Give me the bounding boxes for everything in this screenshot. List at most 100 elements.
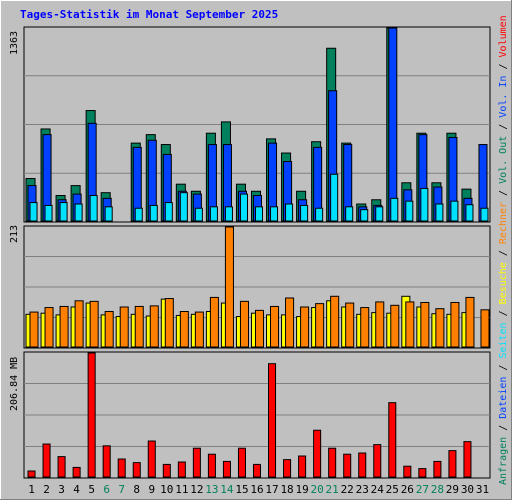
chart-panels [23,26,491,479]
bar-volume-volumen-day-26 [403,465,412,478]
bar-visits-rechner-day-9 [149,305,159,348]
bar-requests-seiten-day-19 [300,204,309,222]
bar-visits-rechner-day-30 [465,296,475,348]
bar-visits-rechner-day-21 [330,295,340,348]
bar-requests-seiten-day-23 [360,209,369,222]
day-label-16: 16 [250,483,263,496]
bar-visits-rechner-day-5 [89,300,99,348]
bar-requests-seiten-day-16 [254,206,264,222]
bar-visits-rechner-day-11 [179,311,189,348]
bar-requests-seiten-day-5 [89,195,98,222]
bar-volume-volumen-day-22 [343,453,352,478]
day-label-22: 22 [341,483,354,496]
day-label-13: 13 [205,483,218,496]
legend-part-2: Dateien [498,377,509,419]
bar-volume-volumen-day-13 [207,453,216,478]
legend-part-5: / [498,304,509,322]
day-label-25: 25 [386,483,399,496]
bar-visits-rechner-day-24 [375,301,385,348]
bar-volume-volumen-day-2 [42,443,51,478]
bar-requests-seiten-day-31 [480,207,489,222]
bar-visits-rechner-day-25 [390,304,400,348]
bar-requests-seiten-day-17 [270,206,279,222]
bar-visits-rechner-day-15 [239,300,249,348]
bar-requests-seiten-day-10 [164,202,173,222]
day-label-30: 30 [461,483,474,496]
bar-visits-rechner-day-28 [435,308,445,348]
legend-part-10: Vol. Out [498,136,509,184]
bar-volume-volumen-day-6 [102,445,111,478]
bar-visits-rechner-day-1 [29,311,39,348]
legend-part-1: / [498,419,509,437]
legend-part-12: Vol. In [498,76,509,118]
day-label-29: 29 [446,483,459,496]
legend-part-3: / [498,359,509,377]
day-label-8: 8 [133,483,140,496]
panel-visits [23,225,491,349]
bar-requests-seiten-day-15 [239,193,248,222]
legend-part-0: Anfragen [498,437,509,485]
day-label-4: 4 [73,483,80,496]
bar-requests-seiten-day-2 [44,204,53,222]
day-label-27: 27 [416,483,429,496]
bar-volume-volumen-day-29 [448,450,457,478]
bar-requests-seiten-day-12 [194,207,203,222]
day-label-15: 15 [235,483,248,496]
bar-requests-seiten-day-18 [285,203,294,222]
bar-requests-seiten-day-27 [420,187,429,222]
mid-max-label: 213 [9,225,20,243]
bar-requests-seiten-day-25 [390,197,399,222]
bar-requests-seiten-day-14 [224,206,233,222]
bar-visits-rechner-day-13 [209,296,219,348]
day-label-31: 31 [476,483,489,496]
bottom-max-label: 206.84 MB [9,357,20,411]
bar-volume-volumen-day-27 [418,468,427,478]
bar-visits-rechner-day-22 [345,302,355,348]
bar-requests-seiten-day-4 [74,203,83,222]
day-label-2: 2 [43,483,50,496]
bar-volume-volumen-day-24 [373,444,382,478]
legend-part-7: / [498,244,509,262]
legend-part-14: Volumen [498,15,509,57]
bar-visits-rechner-day-20 [315,303,325,348]
bar-requests-seiten-day-1 [29,202,38,222]
bar-requests-seiten-day-3 [59,202,68,222]
bar-requests-seiten-day-6 [104,206,113,222]
bar-volume-volumen-day-17 [268,363,277,478]
legend-part-6: Besuche [498,262,509,304]
day-label-20: 20 [311,483,324,496]
bar-volume-volumen-day-4 [72,466,81,478]
bar-volume-volumen-day-12 [192,447,201,478]
bar-volume-volumen-day-14 [222,460,231,478]
bar-volume-volumen-day-8 [132,462,141,478]
bar-volume-volumen-day-15 [237,447,246,478]
bar-visits-rechner-day-23 [360,307,370,348]
day-label-24: 24 [371,483,385,496]
day-label-9: 9 [148,483,155,496]
bar-volume-volumen-day-5 [87,352,96,478]
panel-volume [23,351,491,479]
bar-requests-seiten-day-20 [315,207,324,222]
bar-volume-volumen-day-23 [358,452,367,478]
bar-volume-volumen-day-11 [177,461,186,478]
bar-volume-volumen-day-20 [313,429,322,478]
legend-part-4: Seiten [498,322,509,358]
bar-volume-volumen-day-28 [433,460,442,478]
legend-part-13: / [498,57,509,75]
bar-requests-seiten-day-24 [375,206,384,222]
day-label-28: 28 [431,483,444,496]
bar-visits-rechner-day-26 [405,301,415,348]
day-label-6: 6 [103,483,110,496]
top-max-label: 1363 [9,31,20,55]
day-label-11: 11 [175,483,188,496]
day-label-14: 14 [220,483,234,496]
day-label-21: 21 [326,483,339,496]
bar-requests-dateien-day-25 [388,27,398,222]
bar-volume-volumen-day-30 [463,441,472,478]
bar-visits-rechner-day-8 [134,305,144,348]
bar-visits-rechner-day-6 [104,311,114,348]
day-label-17: 17 [265,483,278,496]
bar-requests-seiten-day-9 [149,204,158,222]
bar-volume-volumen-day-16 [252,463,262,478]
